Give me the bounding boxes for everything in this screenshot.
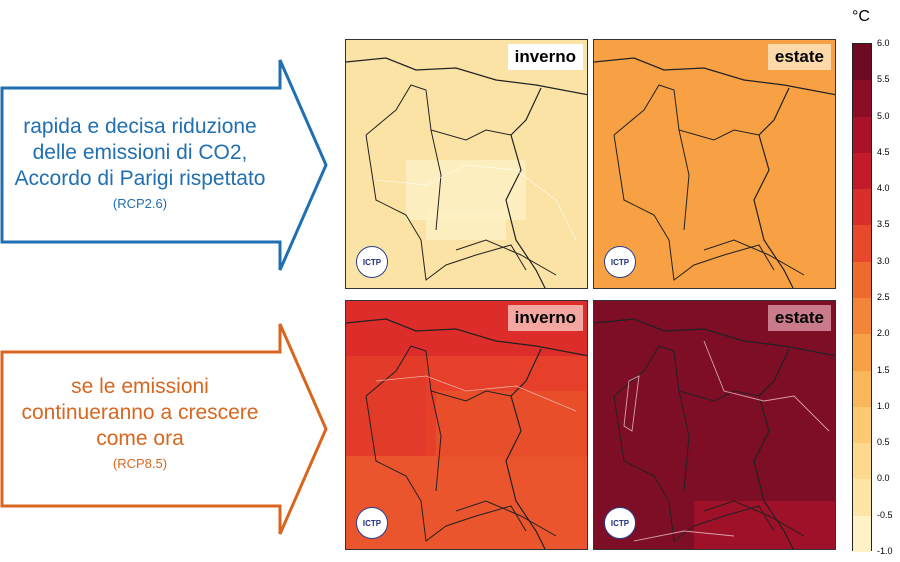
colorbar-segment bbox=[853, 370, 871, 408]
colorbar-tick-label: 2.5 bbox=[877, 292, 890, 302]
season-label: inverno bbox=[507, 305, 583, 331]
colorbar-tick-label: 2.0 bbox=[877, 328, 890, 339]
colorbar-tick-label: 3.0 bbox=[877, 255, 890, 266]
map-rcp26-inverno: inverno ICTP bbox=[345, 39, 588, 289]
colorbar-segment bbox=[853, 80, 871, 118]
colorbar-tick-label: 1.0 bbox=[877, 400, 890, 411]
colorbar-tick-label: 6.0 bbox=[877, 38, 890, 48]
scenario-line: continueranno a crescere bbox=[21, 401, 259, 424]
season-label: estate bbox=[767, 44, 831, 70]
colorbar-tick-label: 1.5 bbox=[877, 364, 890, 375]
scenario-text: se le emissioni continueranno a crescere… bbox=[0, 374, 280, 474]
colorbar-unit: °C bbox=[852, 8, 870, 25]
region-outline bbox=[594, 57, 835, 288]
arrow-shape bbox=[0, 323, 328, 535]
colorbar-tick-label: 5.5 bbox=[877, 74, 890, 85]
region-outline bbox=[346, 57, 587, 288]
ictp-logo: ICTP bbox=[356, 507, 388, 539]
colorbar-tick-label: 0.0 bbox=[877, 473, 890, 484]
colorbar-tick-label: 4.5 bbox=[877, 146, 890, 157]
colorbar-tick-label: 5.0 bbox=[877, 110, 890, 121]
colorbar-tick-label: -0.5 bbox=[877, 509, 893, 520]
colorbar-segment bbox=[853, 152, 871, 190]
colorbar-segment bbox=[853, 406, 871, 444]
colorbar-segment bbox=[853, 189, 871, 226]
colorbar-segment bbox=[853, 515, 871, 553]
scenario-line: delle emissioni di CO2, bbox=[32, 141, 248, 164]
season-label: estate bbox=[767, 305, 831, 331]
scenario-line: Accordo di Parigi rispettato bbox=[14, 167, 266, 190]
ictp-logo: ICTP bbox=[604, 507, 636, 539]
ictp-logo: ICTP bbox=[604, 246, 636, 278]
ictp-logo: ICTP bbox=[356, 246, 388, 278]
colorbar-segment bbox=[853, 298, 871, 335]
colorbar bbox=[852, 43, 872, 553]
colorbar-segment bbox=[853, 116, 871, 154]
map-rcp26-estate: estate ICTP bbox=[593, 39, 836, 289]
scenario-text: rapida e decisa riduzione delle emission… bbox=[0, 114, 280, 214]
colorbar-tick-label: -1.0 bbox=[877, 546, 893, 556]
scenario-code: (RCP2.6) bbox=[112, 196, 168, 211]
colorbar-segment bbox=[853, 225, 871, 263]
map-rcp85-estate: estate ICTP bbox=[593, 300, 836, 550]
colorbar-segment bbox=[853, 479, 871, 517]
arrow-shape bbox=[0, 59, 328, 271]
scenario-arrow-rcp26: rapida e decisa riduzione delle emission… bbox=[0, 58, 330, 272]
scenario-line: se le emissioni bbox=[71, 375, 209, 398]
map-rcp85-inverno: inverno ICTP bbox=[345, 300, 588, 550]
colorbar-segment bbox=[853, 443, 871, 480]
scenario-arrow-rcp85: se le emissioni continueranno a crescere… bbox=[0, 322, 330, 536]
colorbar-tick-label: 0.5 bbox=[877, 437, 890, 448]
scenario-code: (RCP8.5) bbox=[112, 456, 168, 471]
colorbar-segment bbox=[853, 261, 871, 299]
season-label: inverno bbox=[507, 44, 583, 70]
scenario-line: come ora bbox=[96, 427, 184, 450]
colorbar-segment bbox=[853, 44, 871, 81]
scenario-line: rapida e decisa riduzione bbox=[23, 115, 257, 138]
colorbar-tick-label: 4.0 bbox=[877, 183, 890, 194]
colorbar-tick-label: 3.5 bbox=[877, 219, 890, 230]
colorbar-segment bbox=[853, 334, 871, 372]
region-outline bbox=[346, 301, 587, 549]
region-outline bbox=[594, 318, 835, 549]
